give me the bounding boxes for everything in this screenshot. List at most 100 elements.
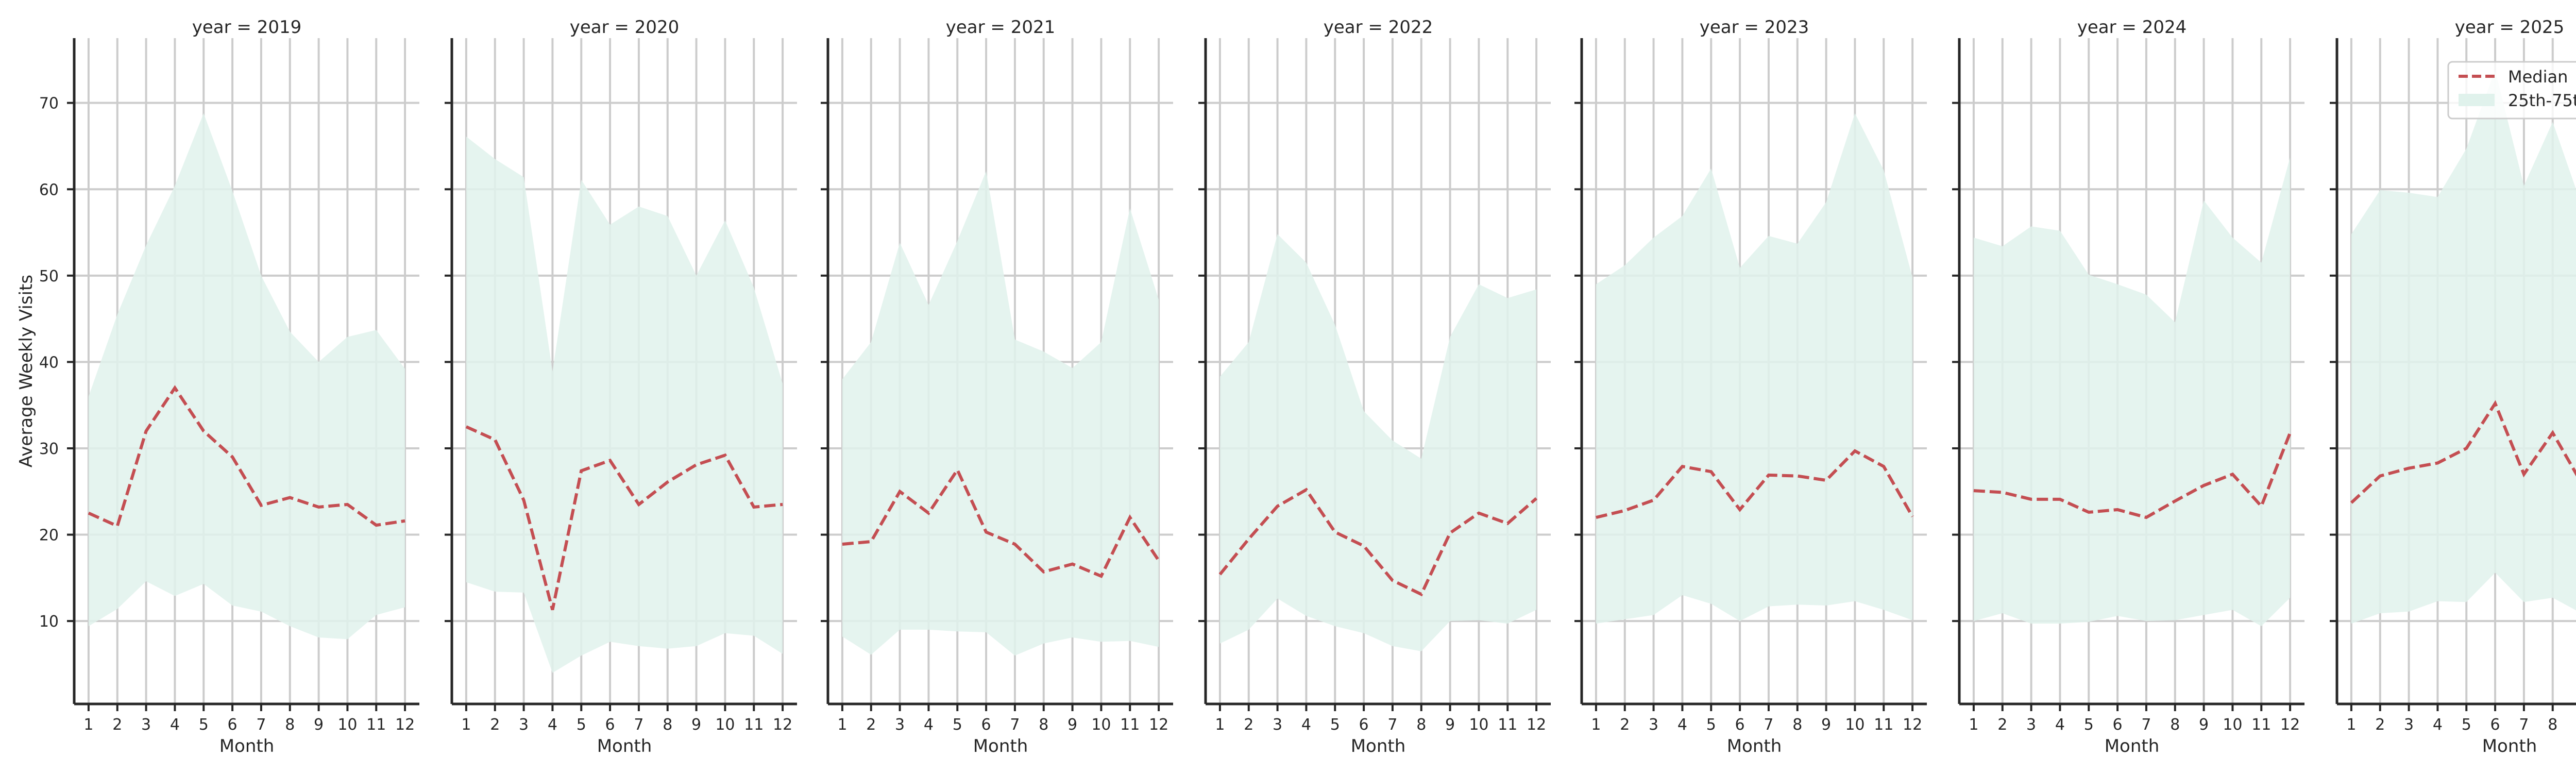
y-tick-label: 10 [39, 613, 59, 631]
x-tick-label: 5 [1706, 716, 1716, 734]
x-tick-label: 1 [83, 716, 93, 734]
median-line [1973, 432, 2292, 519]
x-tick-label: 10 [1845, 716, 1865, 734]
x-tick-label: 3 [1273, 716, 1282, 734]
x-tick-label: 8 [285, 716, 295, 734]
x-tick-label: 3 [519, 716, 529, 734]
x-tick-label: 3 [1649, 716, 1658, 734]
x-tick-label: 2 [2375, 716, 2385, 734]
x-tick-label: 8 [1039, 716, 1048, 734]
x-tick-label: 6 [2490, 716, 2500, 734]
legend-median-label: Median [2508, 67, 2568, 87]
x-tick-label: 5 [577, 716, 586, 734]
x-tick-label: 11 [744, 716, 764, 734]
x-tick-label: 9 [1445, 716, 1455, 734]
x-tick-label: 7 [1764, 716, 1773, 734]
x-tick-label: 1 [1215, 716, 1225, 734]
percentile-band [842, 171, 1159, 656]
facet-title: year = 2025 [2455, 17, 2564, 38]
percentile-band [1973, 157, 2291, 627]
x-tick-label: 1 [2346, 716, 2356, 734]
x-tick-label: 2 [1997, 716, 2007, 734]
legend-band-label: 25th-75th Percentile [2508, 91, 2576, 110]
x-tick-label: 3 [141, 716, 151, 734]
x-tick-label: 12 [1527, 716, 1546, 734]
x-tick-label: 11 [366, 716, 386, 734]
median-line [465, 425, 783, 611]
x-tick-label: 4 [2433, 716, 2443, 734]
x-tick-label: 2 [1244, 716, 1253, 734]
x-tick-label: 10 [2223, 716, 2242, 734]
x-tick-label: 12 [1149, 716, 1168, 734]
x-tick-label: 10 [715, 716, 735, 734]
x-tick-label: 5 [2084, 716, 2094, 734]
x-tick-label: 7 [2519, 716, 2529, 734]
facet-title: year = 2022 [1324, 17, 1433, 38]
x-axis-label: Month [973, 736, 1028, 757]
x-tick-label: 2 [866, 716, 876, 734]
percentile-band [1219, 234, 1537, 651]
x-axis-label: Month [1727, 736, 1782, 757]
facet-title: year = 2019 [192, 17, 301, 38]
x-tick-label: 7 [1010, 716, 1020, 734]
x-tick-label: 7 [1387, 716, 1397, 734]
x-tick-label: 6 [228, 716, 238, 734]
x-tick-label: 11 [2251, 716, 2271, 734]
x-tick-label: 1 [1969, 716, 1978, 734]
x-tick-label: 4 [1677, 716, 1687, 734]
median-line [1596, 449, 1914, 519]
x-tick-label: 4 [2055, 716, 2065, 734]
x-tick-label: 10 [1091, 716, 1111, 734]
x-tick-label: 3 [2404, 716, 2414, 734]
percentile-band [1596, 113, 1913, 624]
percentile-band [2351, 70, 2576, 624]
legend: Median 25th-75th Percentile [2447, 61, 2576, 120]
y-tick-label: 70 [39, 95, 59, 113]
x-tick-label: 11 [1120, 716, 1140, 734]
x-tick-label: 8 [2548, 716, 2557, 734]
x-tick-label: 8 [2170, 716, 2180, 734]
median-line [2350, 400, 2576, 504]
x-tick-label: 3 [2026, 716, 2036, 734]
percentile-band [88, 113, 405, 640]
facet-title: year = 2024 [2077, 17, 2187, 38]
x-tick-label: 8 [1416, 716, 1426, 734]
x-tick-label: 9 [314, 716, 324, 734]
x-tick-label: 6 [2113, 716, 2123, 734]
x-tick-label: 9 [691, 716, 701, 734]
x-tick-label: 9 [1821, 716, 1831, 734]
x-tick-label: 7 [634, 716, 643, 734]
x-tick-label: 1 [461, 716, 471, 734]
x-tick-label: 11 [1874, 716, 1893, 734]
x-axis-label: Month [2482, 736, 2537, 757]
x-tick-label: 5 [1330, 716, 1340, 734]
x-tick-label: 3 [895, 716, 905, 734]
x-tick-label: 5 [953, 716, 962, 734]
facet-title: year = 2021 [946, 17, 1055, 38]
x-axis-label: Month [597, 736, 652, 757]
x-tick-label: 6 [1735, 716, 1745, 734]
x-tick-label: 10 [337, 716, 357, 734]
x-tick-label: 8 [1792, 716, 1802, 734]
x-tick-label: 6 [1359, 716, 1369, 734]
y-tick-label: 50 [39, 267, 59, 285]
x-tick-label: 4 [170, 716, 180, 734]
percentile-band [466, 137, 783, 673]
x-tick-label: 12 [2280, 716, 2300, 734]
x-tick-label: 1 [1591, 716, 1601, 734]
x-axis-label: Month [1351, 736, 1406, 757]
x-tick-label: 6 [981, 716, 991, 734]
x-tick-label: 4 [548, 716, 557, 734]
x-tick-label: 4 [924, 716, 934, 734]
y-tick-label: 30 [39, 440, 59, 458]
y-tick-label: 20 [39, 527, 59, 545]
x-tick-label: 10 [1469, 716, 1488, 734]
y-tick-label: 40 [39, 354, 59, 372]
